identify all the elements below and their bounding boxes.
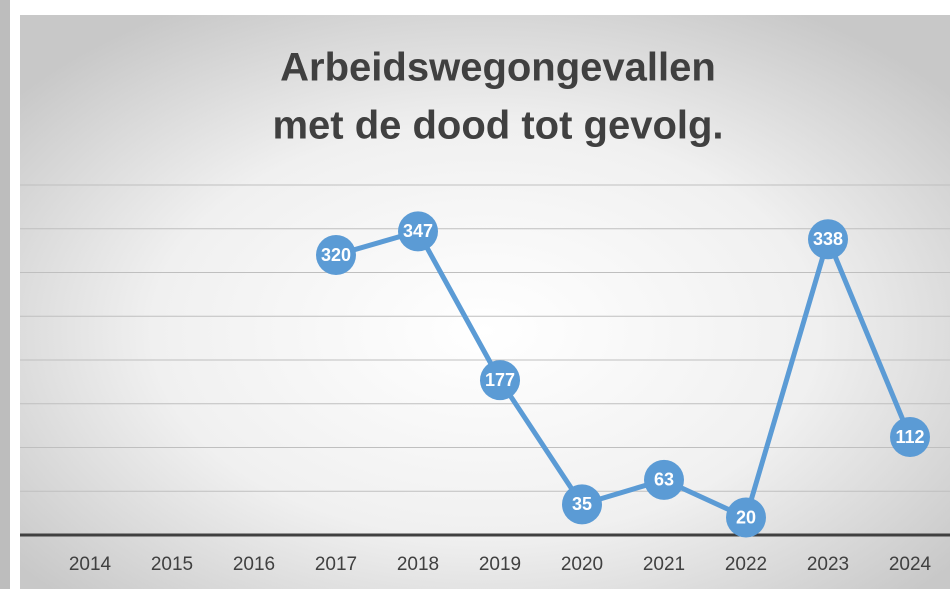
x-tick-label: 2022 [725,554,767,575]
x-tick-label: 2016 [233,554,275,575]
x-tick-label: 2015 [151,554,193,575]
x-tick-label: 2019 [479,554,521,575]
data-label: 320 [321,245,351,265]
side-strip [0,0,10,589]
marker [890,417,930,457]
x-tick-label: 2020 [561,554,603,575]
chart-title: Arbeidswegongevallen [280,46,716,90]
marker [316,235,356,275]
data-label: 63 [654,470,674,490]
chart-title: met de dood tot gevolg. [272,104,723,148]
x-tick-label: 2014 [69,554,112,575]
chart-background [20,15,950,589]
marker [644,459,684,500]
x-tick-label: 2017 [315,554,357,575]
x-tick-label: 2021 [643,554,685,575]
x-tick-label: 2023 [807,554,849,575]
marker [562,484,602,525]
x-tick-label: 2018 [397,554,439,575]
data-label: 177 [485,370,515,390]
marker [480,360,520,401]
data-label: 347 [403,221,433,241]
marker [398,211,438,252]
data-label: 112 [895,427,924,447]
data-label: 35 [572,494,592,514]
marker [808,219,848,260]
marker [726,497,766,538]
x-tick-label: 2024 [889,554,932,575]
data-label: 338 [813,229,843,249]
line [335,228,913,520]
data-label: 20 [736,507,756,527]
